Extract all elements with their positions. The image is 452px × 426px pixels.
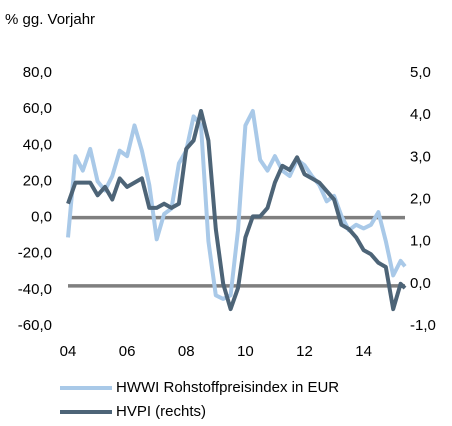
- y2-tick-label: -1,0: [410, 317, 436, 334]
- series-line: [66, 109, 407, 312]
- chart-title: % gg. Vorjahr: [5, 11, 95, 28]
- y2-tick-label: 2,0: [410, 190, 431, 207]
- y-tick-label: -60,0: [18, 317, 52, 334]
- y2-tick-label: 4,0: [410, 106, 431, 123]
- series-line: [66, 109, 407, 301]
- y2-tick-label: 0,0: [410, 275, 431, 292]
- x-tick-label: 08: [178, 343, 195, 360]
- y-tick-label: -20,0: [18, 245, 52, 262]
- y-tick-label: 0,0: [31, 209, 52, 226]
- legend-label: HWWI Rohstoffpreisindex in EUR: [116, 379, 339, 396]
- x-tick-label: 06: [119, 343, 136, 360]
- x-tick-label: 10: [237, 343, 254, 360]
- y-tick-label: -40,0: [18, 281, 52, 298]
- legend-label: HVPI (rechts): [116, 403, 206, 420]
- x-tick-label: 12: [296, 343, 313, 360]
- y-tick-label: 20,0: [23, 172, 52, 189]
- y2-tick-label: 5,0: [410, 64, 431, 81]
- y-tick-label: 40,0: [23, 136, 52, 153]
- x-tick-label: 04: [60, 343, 77, 360]
- y-tick-label: 80,0: [23, 64, 52, 81]
- y2-tick-label: 3,0: [410, 148, 431, 165]
- y2-tick-label: 1,0: [410, 233, 431, 250]
- y-tick-label: 60,0: [23, 100, 52, 117]
- x-tick-label: 14: [355, 343, 372, 360]
